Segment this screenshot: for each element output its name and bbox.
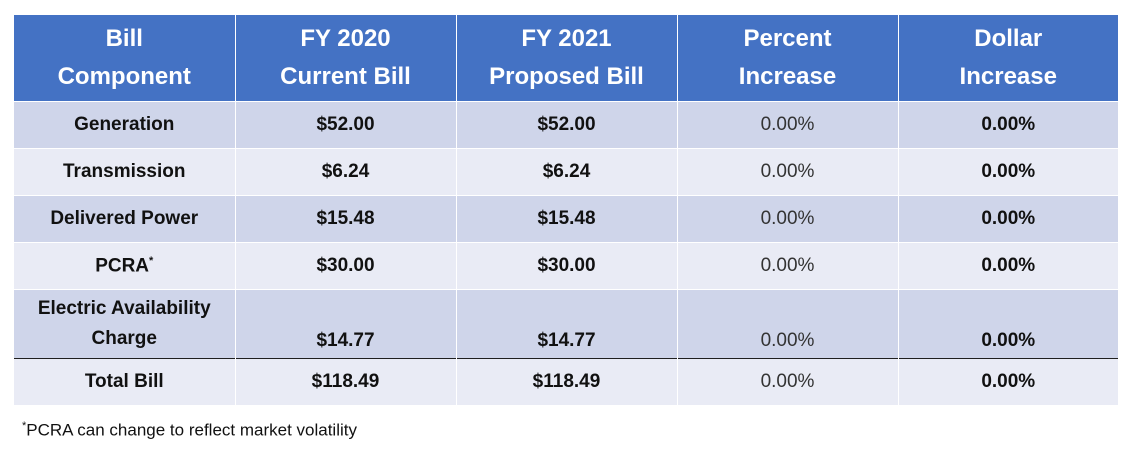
dollar-cell: 0.00% (898, 358, 1118, 405)
table-row: Delivered Power $15.48 $15.48 0.00% 0.00… (14, 195, 1118, 243)
fy2020-cell: $30.00 (235, 242, 457, 290)
footnote: *PCRA can change to reflect market volat… (22, 420, 357, 441)
header-bill-component: Bill Component (14, 15, 236, 102)
header-line: Increase (738, 63, 837, 90)
dollar-cell: 0.00% (898, 101, 1118, 149)
fy2021-cell: $52.00 (456, 101, 678, 149)
footnote-mark: * (149, 254, 154, 267)
header-line: FY 2020 (300, 25, 391, 52)
component-cell: Electric Availability Charge (14, 289, 236, 359)
dollar-cell: 0.00% (898, 195, 1118, 243)
header-line: Dollar (974, 25, 1043, 52)
header-line: Current Bill (280, 63, 411, 90)
dollar-cell: 0.00% (898, 148, 1118, 196)
percent-cell: 0.00% (677, 148, 899, 196)
fy2020-cell: $6.24 (235, 148, 457, 196)
header-line: Component (57, 63, 191, 90)
component-cell: PCRA* (14, 242, 236, 290)
component-cell: Total Bill (14, 358, 236, 405)
component-cell: Delivered Power (14, 195, 236, 243)
component-cell: Generation (14, 101, 236, 149)
component-label: PCRA (95, 255, 150, 277)
header-dollar-increase: Dollar Increase (898, 15, 1118, 102)
table-row: Generation $52.00 $52.00 0.00% 0.00% (14, 101, 1118, 149)
footnote-mark: * (22, 420, 27, 432)
bill-comparison-table: Bill Component FY 2020 Current Bill FY 202… (14, 15, 1118, 405)
header-line: FY 2021 (521, 25, 612, 52)
percent-cell: 0.00% (677, 195, 899, 243)
table-row: Transmission $6.24 $6.24 0.00% 0.00% (14, 148, 1118, 196)
fy2020-cell: $15.48 (235, 195, 457, 243)
fy2021-cell: $15.48 (456, 195, 678, 243)
fy2021-cell: $30.00 (456, 242, 678, 290)
header-row: Bill Component FY 2020 Current Bill FY 202… (14, 15, 1118, 102)
percent-cell: 0.00% (677, 289, 899, 359)
header-line: Increase (959, 63, 1057, 90)
component-cell: Transmission (14, 148, 236, 196)
dollar-cell: 0.00% (898, 242, 1118, 290)
header-line: Percent (743, 25, 832, 52)
percent-cell: 0.00% (677, 242, 899, 290)
percent-cell: 0.00% (677, 358, 899, 405)
header-line: Bill (105, 25, 143, 52)
table-row: PCRA* $30.00 $30.00 0.00% 0.00% (14, 242, 1118, 290)
component-label: Electric Availability (37, 298, 211, 319)
dollar-cell: 0.00% (898, 289, 1118, 359)
fy2021-cell: $6.24 (456, 148, 678, 196)
header-percent-increase: Percent Increase (677, 15, 899, 102)
component-label: Charge (91, 328, 157, 349)
header-fy2020: FY 2020 Current Bill (235, 15, 457, 102)
percent-cell: 0.00% (677, 101, 899, 149)
header-line: Proposed Bill (489, 63, 644, 90)
fy2020-cell: $118.49 (235, 358, 457, 405)
fy2021-cell: $14.77 (456, 289, 678, 359)
footnote-text: PCRA can change to reflect market volati… (26, 420, 357, 440)
header-fy2021: FY 2021 Proposed Bill (456, 15, 678, 102)
fy2020-cell: $14.77 (235, 289, 457, 359)
fy2021-cell: $118.49 (456, 358, 678, 405)
total-row: Total Bill $118.49 $118.49 0.00% 0.00% (14, 358, 1118, 405)
table-row: Electric Availability Charge $14.77 $14.7… (14, 289, 1118, 359)
fy2020-cell: $52.00 (235, 101, 457, 149)
